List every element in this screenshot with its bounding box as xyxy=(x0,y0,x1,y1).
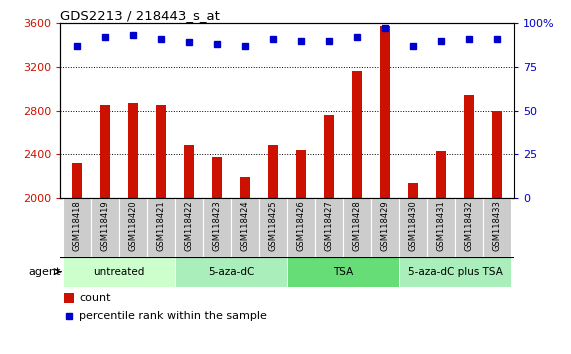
Bar xyxy=(343,198,371,257)
Bar xyxy=(119,198,147,257)
Text: GSM118433: GSM118433 xyxy=(493,200,501,251)
Text: TSA: TSA xyxy=(333,267,353,277)
Bar xyxy=(287,198,315,257)
Text: untreated: untreated xyxy=(93,267,144,277)
Bar xyxy=(287,257,399,287)
Text: GSM118423: GSM118423 xyxy=(212,200,222,251)
Text: GSM118419: GSM118419 xyxy=(100,200,109,251)
Bar xyxy=(212,156,222,198)
Bar xyxy=(259,198,287,257)
Bar xyxy=(399,257,511,287)
Bar xyxy=(63,198,91,257)
Text: GSM118432: GSM118432 xyxy=(465,200,473,251)
Text: GSM118418: GSM118418 xyxy=(73,200,81,251)
Bar xyxy=(65,293,74,303)
Bar xyxy=(184,144,194,198)
Text: GDS2213 / 218443_s_at: GDS2213 / 218443_s_at xyxy=(60,9,220,22)
Text: GSM118422: GSM118422 xyxy=(184,200,194,251)
Bar xyxy=(147,198,175,257)
Bar xyxy=(324,115,334,198)
Text: 5-aza-dC: 5-aza-dC xyxy=(208,267,254,277)
Bar xyxy=(175,198,203,257)
Bar xyxy=(100,105,110,198)
Bar xyxy=(352,71,362,198)
Bar xyxy=(427,198,455,257)
Bar xyxy=(128,103,138,198)
Text: GSM118429: GSM118429 xyxy=(380,200,389,251)
Bar xyxy=(268,144,278,198)
Text: GSM118427: GSM118427 xyxy=(324,200,333,251)
Bar xyxy=(72,163,82,198)
Bar xyxy=(315,198,343,257)
Bar xyxy=(203,198,231,257)
Bar xyxy=(296,150,306,198)
Bar xyxy=(156,105,166,198)
Text: GSM118424: GSM118424 xyxy=(240,200,250,251)
Bar xyxy=(175,257,287,287)
Bar xyxy=(380,26,390,198)
Text: GSM118430: GSM118430 xyxy=(408,200,417,251)
Text: GSM118421: GSM118421 xyxy=(156,200,166,251)
Bar xyxy=(464,95,474,198)
Bar xyxy=(492,110,502,198)
Text: percentile rank within the sample: percentile rank within the sample xyxy=(79,311,267,321)
Text: GSM118431: GSM118431 xyxy=(437,200,445,251)
Bar xyxy=(408,183,418,198)
Bar xyxy=(436,151,446,198)
Bar xyxy=(483,198,511,257)
Text: GSM118425: GSM118425 xyxy=(268,200,278,251)
Bar xyxy=(455,198,483,257)
Bar xyxy=(91,198,119,257)
Bar xyxy=(371,198,399,257)
Text: agent: agent xyxy=(28,267,61,277)
Text: GSM118428: GSM118428 xyxy=(352,200,361,251)
Text: GSM118420: GSM118420 xyxy=(128,200,137,251)
Bar xyxy=(231,198,259,257)
Bar xyxy=(63,257,175,287)
Bar xyxy=(399,198,427,257)
Text: 5-aza-dC plus TSA: 5-aza-dC plus TSA xyxy=(408,267,502,277)
Text: count: count xyxy=(79,293,111,303)
Bar xyxy=(240,177,250,198)
Text: GSM118426: GSM118426 xyxy=(296,200,305,251)
